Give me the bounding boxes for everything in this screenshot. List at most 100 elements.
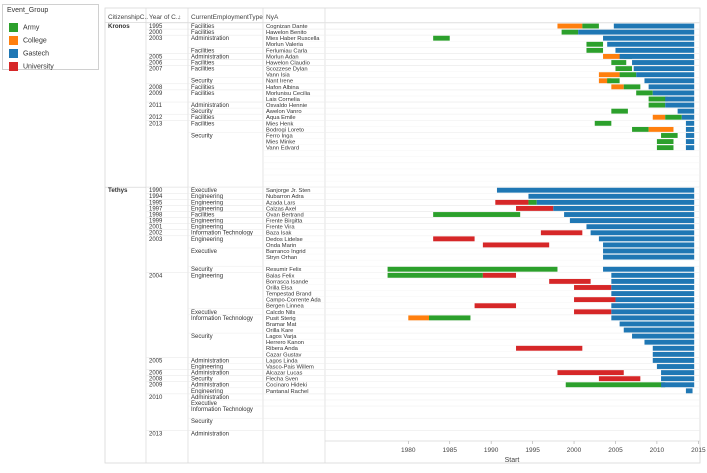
bar-university[interactable] [598,376,641,382]
bar-college[interactable] [652,114,666,120]
bar-gastech[interactable] [633,66,695,72]
bar-army[interactable] [586,41,604,47]
bar-army[interactable] [429,315,471,321]
person-name[interactable]: Bramar Mat [266,322,297,328]
bar-army[interactable] [433,212,521,217]
person-name[interactable]: Bergen Linnea [266,304,304,310]
bar-army[interactable] [636,90,653,96]
person-name[interactable]: Cocinaro Hideki [266,383,307,389]
bar-university[interactable] [549,278,591,284]
bar-gastech[interactable] [611,309,695,315]
bar-gastech[interactable] [564,212,695,217]
bar-gastech[interactable] [661,370,695,376]
person-name[interactable]: Mies Henk [266,121,293,127]
bar-university[interactable] [574,309,612,315]
bar-gastech[interactable] [590,230,695,236]
bar-gastech[interactable] [603,254,695,260]
bar-gastech[interactable] [611,272,695,278]
person-name[interactable]: Stryn Orhan [266,255,297,261]
bar-gastech[interactable] [598,236,695,242]
person-name[interactable]: Lais Cornelia [266,97,301,103]
legend-item-army[interactable]: Army [9,23,39,33]
person-name[interactable]: Morlun Adan [266,54,299,60]
bar-college[interactable] [648,126,674,132]
bar-army[interactable] [594,120,612,126]
person-name[interactable]: Cognizan Dante [266,24,308,30]
bar-army[interactable] [565,382,666,388]
bar-gastech[interactable] [611,303,695,309]
person-name[interactable]: Ribera Anda [266,346,299,352]
person-name[interactable]: Ovan Bertrand [266,212,304,218]
person-name[interactable]: Resumir Felix [266,267,302,273]
person-name[interactable]: Tempestad Brand [266,292,311,298]
bar-army[interactable] [656,139,674,144]
person-name[interactable]: Vann Edvard [266,146,299,152]
bar-university[interactable] [516,345,583,351]
person-name[interactable]: Nant Irene [266,79,293,85]
person-name[interactable]: Flecha Sven [266,377,298,383]
bar-gastech[interactable] [685,145,695,151]
bar-gastech[interactable] [528,193,695,199]
bar-army[interactable] [561,29,579,35]
bar-gastech[interactable] [652,358,695,363]
bar-army[interactable] [528,199,537,205]
bar-army[interactable] [607,78,620,84]
bar-army[interactable] [582,23,599,29]
bar-university[interactable] [474,303,517,309]
bar-army[interactable] [623,84,641,90]
person-name[interactable]: Osvaldo Hennie [266,103,307,109]
bar-army[interactable] [433,35,450,41]
person-name[interactable]: Mies Minke [266,140,295,146]
bar-gastech[interactable] [685,139,695,144]
header-year[interactable]: Year of C.. [149,14,180,21]
legend-item-university[interactable]: University [9,62,54,72]
bar-gastech[interactable] [652,351,695,357]
bar-army[interactable] [661,133,678,138]
person-name[interactable]: Hawelon Claudio [266,60,310,66]
person-name[interactable]: Dedos Lidelse [266,237,303,243]
bar-gastech[interactable] [613,23,695,29]
person-name[interactable]: Alcazar Lucas [266,371,303,377]
bar-army[interactable] [665,114,682,120]
person-name[interactable]: Calcdo Nils [266,310,295,316]
person-name[interactable]: Morlun Valeria [266,42,304,48]
person-name[interactable]: Vann Isia [266,73,291,79]
bar-gastech[interactable] [623,327,695,333]
person-name[interactable]: Barranco Ingrid [266,249,306,255]
bar-university[interactable] [540,230,583,236]
bar-college[interactable] [557,23,583,29]
person-name[interactable]: Pantanal Rachel [266,389,309,395]
person-name[interactable]: Hawelon Benito [266,30,307,36]
bar-army[interactable] [632,126,649,132]
person-name[interactable]: Calzas Axel [266,206,296,212]
bar-gastech[interactable] [611,285,695,290]
bar-college[interactable] [611,84,624,90]
person-name[interactable]: Mies Haber Ruscella [266,36,320,42]
person-name[interactable]: Hafon Albina [266,85,300,91]
person-name[interactable]: Morlunisu Cecilia [266,91,311,97]
person-name[interactable]: Campo-Corrente Ada [266,298,322,304]
bar-gastech[interactable] [685,133,695,138]
person-name[interactable]: Borrasca Isande [266,279,308,285]
bar-gastech[interactable] [636,72,695,78]
bar-gastech[interactable] [569,218,695,224]
legend-item-gastech[interactable]: Gastech [9,49,49,59]
bar-gastech[interactable] [661,376,695,382]
bar-gastech[interactable] [603,248,695,254]
person-name[interactable]: Herrero Kanon [266,340,304,346]
person-name[interactable]: Aqua Emile [266,115,296,121]
bar-army[interactable] [648,96,668,102]
bar-gastech[interactable] [656,364,695,369]
person-name[interactable]: Balas Felix [266,273,294,279]
bar-gastech[interactable] [661,382,695,388]
bar-gastech[interactable] [685,120,695,126]
header-citizenship[interactable]: CitizenshipC.. [108,14,148,21]
bar-gastech[interactable] [578,29,695,35]
bar-university[interactable] [574,297,616,303]
bar-college[interactable] [408,315,430,321]
person-name[interactable]: Cazar Gustav [266,352,302,358]
person-name[interactable]: Azada Lars [266,200,295,206]
person-name[interactable]: Awelon Vanro [266,109,302,115]
bar-college[interactable] [603,54,624,59]
bar-army[interactable] [387,272,483,278]
